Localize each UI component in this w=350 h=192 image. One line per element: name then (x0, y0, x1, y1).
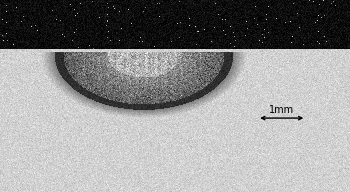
Text: 1mm: 1mm (269, 105, 294, 115)
